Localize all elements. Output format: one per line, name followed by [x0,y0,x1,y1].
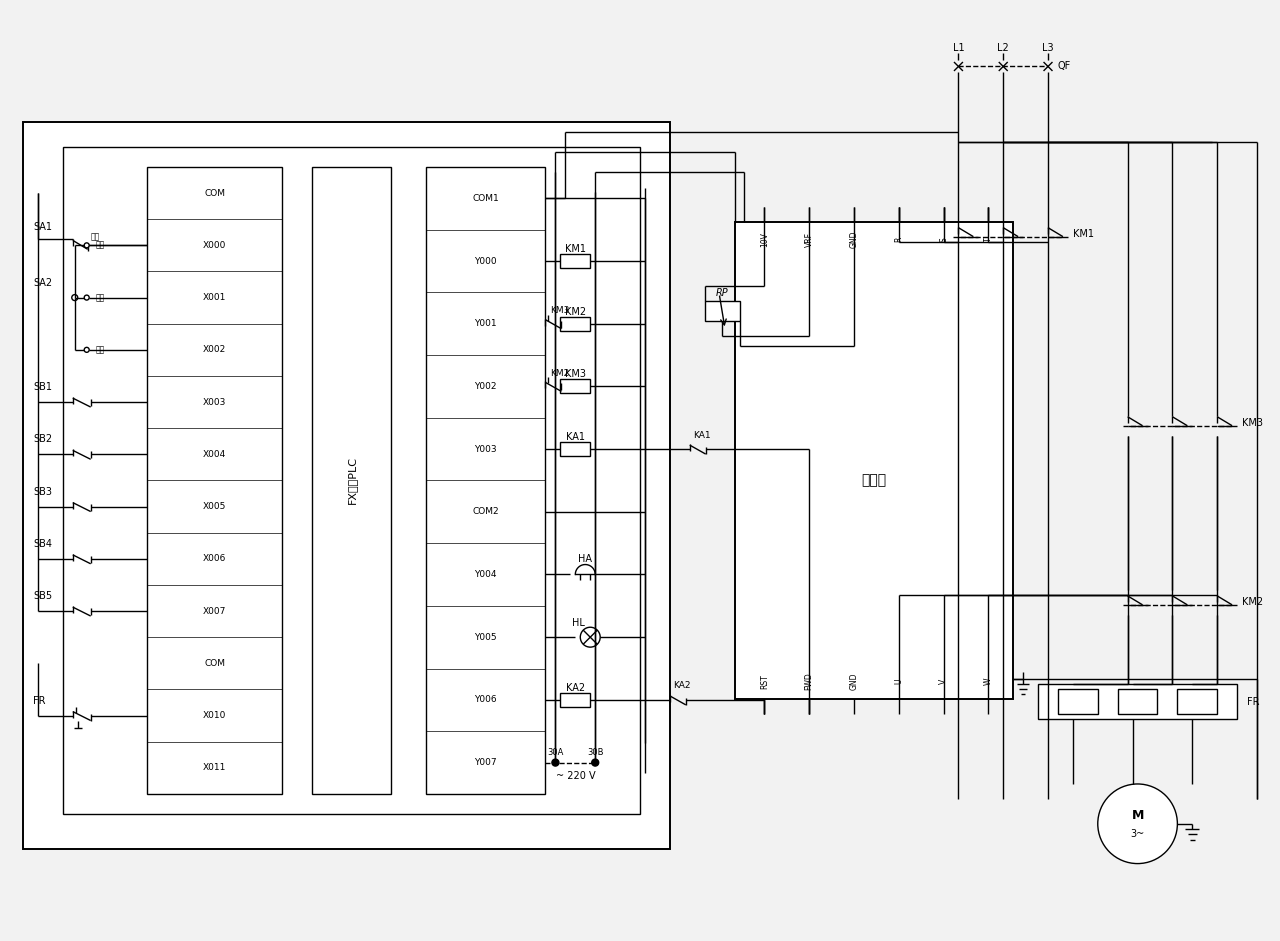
Text: HL: HL [572,618,585,629]
Circle shape [552,759,559,766]
Text: W: W [984,678,993,685]
Text: KM1: KM1 [1073,229,1094,239]
Bar [1059,690,1098,714]
Text: FWD: FWD [805,673,814,691]
Text: QF: QF [1059,61,1071,72]
Text: 工频: 工频 [91,231,100,241]
Text: KM2: KM2 [1242,597,1263,607]
Bar [561,254,590,268]
Text: SA2: SA2 [33,278,52,288]
Text: KM3: KM3 [1242,418,1263,428]
Text: 10V: 10V [760,232,769,247]
Text: X003: X003 [204,398,227,407]
Text: Y001: Y001 [475,319,497,328]
Text: 工频: 工频 [96,241,105,250]
Bar [561,379,590,393]
Text: Y007: Y007 [475,758,497,767]
Text: VRF: VRF [805,232,814,247]
Text: L2: L2 [997,42,1009,53]
Text: COM: COM [204,659,225,668]
Text: 变频: 变频 [96,345,105,355]
Text: U: U [895,678,904,684]
Bar [561,693,590,707]
Text: GND: GND [850,673,859,690]
Bar [147,167,282,794]
Text: Y004: Y004 [475,570,497,579]
Circle shape [84,243,90,247]
Text: Y003: Y003 [475,444,497,454]
Text: X007: X007 [204,607,227,615]
Text: X000: X000 [204,241,227,250]
Text: HA: HA [579,553,593,564]
Text: RST: RST [760,674,769,689]
Text: L1: L1 [952,42,964,53]
Text: S: S [940,237,948,242]
Text: V: V [940,678,948,684]
Bar [63,147,640,814]
Text: SB5: SB5 [33,591,52,601]
Bar [426,167,545,794]
Text: COM1: COM1 [472,194,499,203]
Text: SB3: SB3 [33,486,52,497]
Text: X005: X005 [204,502,227,511]
Text: KM3: KM3 [564,370,586,379]
Text: KM2: KM2 [550,369,570,378]
Text: SB1: SB1 [33,382,52,392]
Circle shape [84,295,90,300]
Text: Y005: Y005 [475,632,497,642]
Text: COM: COM [204,188,225,198]
Bar [561,317,590,330]
Text: X004: X004 [204,450,227,459]
Text: L3: L3 [1042,42,1053,53]
Text: KA1: KA1 [692,431,710,439]
Text: KM3: KM3 [550,306,570,315]
Text: X006: X006 [204,554,227,564]
Bar [311,167,392,794]
Text: KM2: KM2 [564,307,586,317]
Text: R: R [895,237,904,243]
Text: X010: X010 [204,711,227,720]
Text: Y002: Y002 [475,382,497,391]
Text: 30A: 30A [548,748,563,758]
Text: X011: X011 [204,763,227,773]
Text: 30B: 30B [588,748,603,758]
Text: RP: RP [716,288,728,298]
Text: GND: GND [850,231,859,248]
Text: 变频器: 变频器 [861,473,887,487]
Circle shape [84,347,90,352]
Text: SA1: SA1 [33,222,52,232]
Circle shape [72,295,78,300]
Text: SB4: SB4 [33,539,52,549]
Bar [735,222,1014,699]
Text: KA2: KA2 [673,681,690,691]
Text: KA1: KA1 [566,432,585,442]
Text: X001: X001 [204,293,227,302]
Text: KA2: KA2 [566,683,585,693]
Circle shape [580,628,600,647]
Text: COM2: COM2 [472,507,499,517]
Circle shape [1098,784,1178,864]
Text: ~ 220 V: ~ 220 V [556,771,595,780]
Bar [1038,684,1236,719]
Text: Y006: Y006 [475,695,497,705]
Text: SB2: SB2 [33,435,52,444]
Text: FR: FR [1247,697,1260,707]
Text: FX系列PLC: FX系列PLC [347,456,356,504]
Bar [1178,690,1217,714]
Bar [23,122,669,849]
Text: X002: X002 [204,345,227,355]
Text: KM1: KM1 [564,244,586,254]
Bar [561,442,590,456]
Text: 停止: 停止 [96,293,105,302]
Text: M: M [1132,809,1144,822]
Circle shape [591,759,599,766]
Text: T: T [984,237,993,242]
Bar [705,301,740,321]
Bar [1117,690,1157,714]
Text: 3~: 3~ [1130,829,1144,838]
Text: FR: FR [33,695,46,706]
Text: Y000: Y000 [475,257,497,265]
